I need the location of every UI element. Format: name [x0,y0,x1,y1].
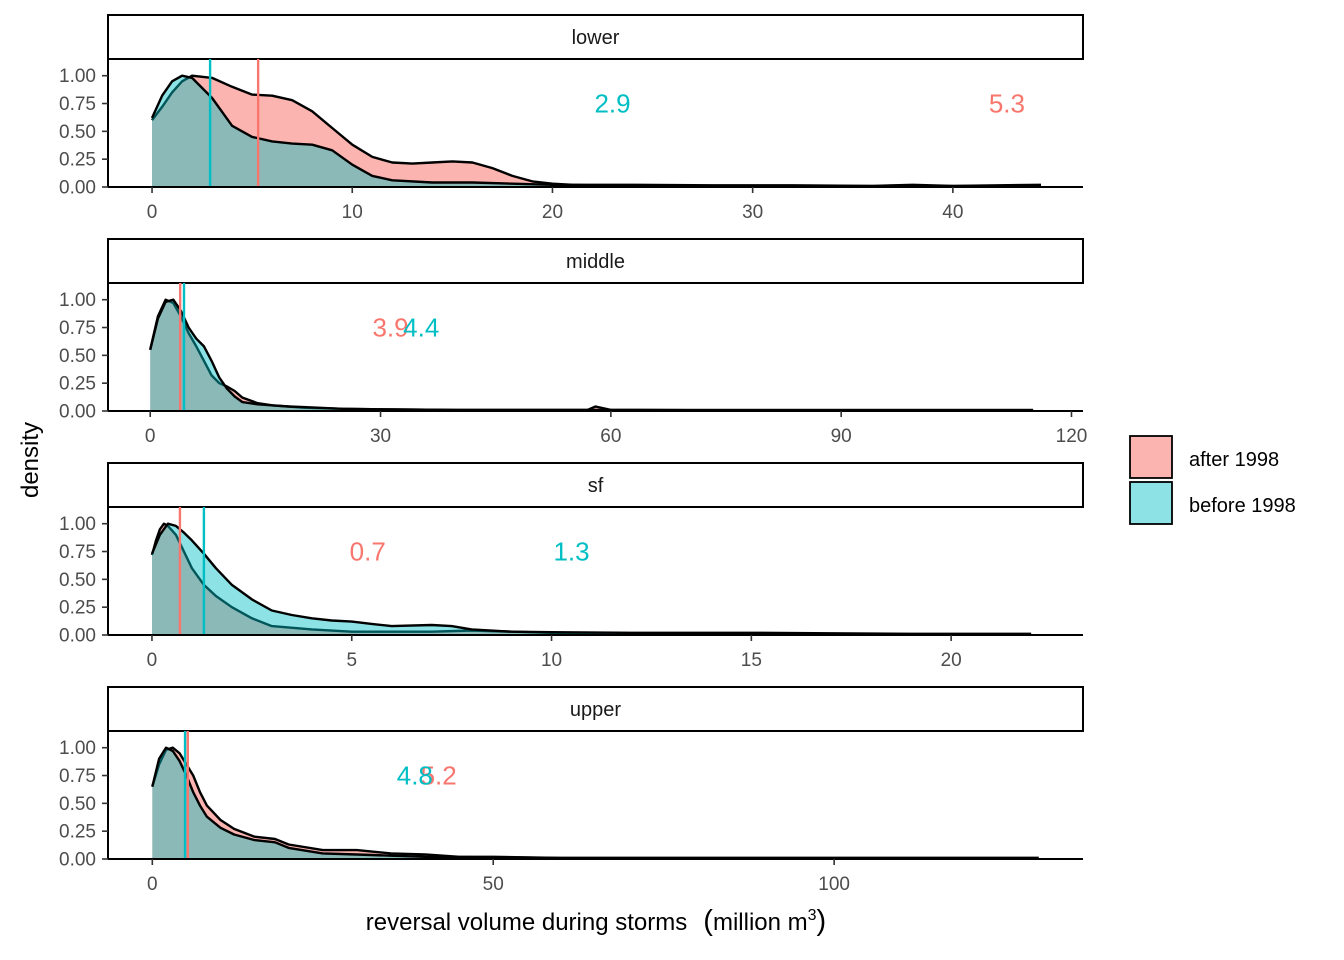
y-tick-label-upper: 0.50 [59,794,96,815]
legend-key-before-1998 [1129,481,1173,525]
y-tick-label-lower: 0.75 [59,94,96,115]
x-tick-label-lower: 10 [342,202,363,223]
density-area-before-1998-lower [152,75,1041,187]
strip-label-upper: upper [570,699,621,721]
x-tick-label-sf: 0 [147,650,158,671]
facet-panel-lower: lower 5.3 2.9 0.00 0.25 0.50 0.75 1.00 0 10 20 30 40 [59,14,1084,223]
y-tick-label-upper: 0.75 [59,766,96,787]
y-axis-title: density [17,422,44,498]
strip-sf [107,462,1084,508]
density-line-after-1998-middle [149,298,1034,412]
density-area-before-1998-sf [152,523,1032,635]
y-tick-label-sf: 1.00 [59,514,96,535]
x-axis-unit: million m [713,909,808,936]
x-tick-label-sf: 15 [741,650,762,671]
x-tick-label-middle: 120 [1056,426,1088,447]
y-tick-label-middle: 0.50 [59,346,96,367]
median-label-before-1998-sf: 1.3 [553,537,589,567]
median-label-before-1998-lower: 2.9 [594,89,630,119]
x-axis-unit-superscript: 3 [808,907,817,924]
y-tick-label-sf: 0.00 [59,626,96,647]
y-tick-label-lower: 0.25 [59,150,96,171]
density-area-after-1998-lower [152,75,1041,187]
x-tick-label-middle: 90 [831,426,852,447]
median-label-after-1998-upper: 5.2 [421,761,457,791]
median-label-after-1998-sf: 0.7 [350,537,386,567]
x-tick-label-middle: 60 [600,426,621,447]
x-axis-title-main: reversal volume during storms [366,909,687,936]
y-tick-label-sf: 0.75 [59,542,96,563]
median-label-after-1998-middle: 3.9 [372,313,408,343]
density-line-before-1998-lower [150,74,1042,188]
x-tick-label-lower: 30 [742,202,763,223]
density-line-after-1998-upper [151,746,1039,860]
y-tick-label-sf: 0.50 [59,570,96,591]
legend-label-before-1998: before 1998 [1189,495,1296,517]
density-line-before-1998-sf [150,522,1032,636]
y-tick-label-middle: 0.25 [59,374,96,395]
y-tick-label-upper: 1.00 [59,738,96,759]
x-tick-label-upper: 50 [483,874,504,895]
x-tick-label-upper: 100 [818,874,850,895]
y-tick-label-middle: 0.75 [59,318,96,339]
strip-label-lower: lower [572,27,620,49]
y-tick-label-upper: 0.00 [59,850,96,871]
x-tick-label-lower: 0 [147,202,158,223]
strip-label-sf: sf [588,475,604,497]
legend: after 1998 before 1998 [1129,435,1296,525]
density-line-before-1998-upper [151,746,1039,860]
x-axis-paren-close: ) [817,905,827,937]
strip-upper [107,686,1084,732]
facet-panel-upper: upper 5.24.8 0.00 0.25 0.50 0.75 1.00 0 50 100 [59,686,1084,895]
x-tick-label-lower: 20 [542,202,563,223]
legend-label-after-1998: after 1998 [1189,449,1279,471]
x-tick-label-upper: 0 [147,874,158,895]
x-axis-paren-open: ( [695,905,713,937]
median-label-after-1998-lower: 5.3 [989,89,1025,119]
density-area-before-1998-upper [152,747,1039,859]
x-tick-label-sf: 20 [941,650,962,671]
legend-key-after-1998 [1129,435,1173,479]
x-tick-label-middle: 0 [145,426,156,447]
y-tick-label-lower: 1.00 [59,66,96,87]
y-tick-label-sf: 0.25 [59,598,96,619]
density-area-after-1998-middle [150,299,1034,411]
density-line-before-1998-middle [149,298,1034,412]
y-tick-label-middle: 0.00 [59,402,96,423]
median-label-before-1998-middle: 4.4 [403,313,439,343]
facet-panel-middle: middle 3.94.4 0.00 0.25 0.50 0.75 1.00 0 30 60 90 1… [59,238,1088,447]
strip-label-middle: middle [566,251,625,273]
x-tick-label-lower: 40 [942,202,963,223]
x-tick-label-sf: 5 [346,650,357,671]
strip-middle [107,238,1084,284]
x-tick-label-middle: 30 [370,426,391,447]
y-tick-label-lower: 0.50 [59,122,96,143]
facet-panel-sf: sf 0.7 1.3 0.00 0.25 0.50 0.75 1.00 0 5 10 15 20 [59,462,1084,671]
x-tick-label-sf: 10 [541,650,562,671]
y-tick-label-upper: 0.25 [59,822,96,843]
strip-lower [107,14,1084,60]
y-tick-label-middle: 1.00 [59,290,96,311]
density-area-after-1998-sf [152,523,1032,635]
density-area-before-1998-middle [150,299,1034,411]
density-area-after-1998-upper [152,747,1039,859]
y-tick-label-lower: 0.00 [59,178,96,199]
x-axis-title: reversal volume during storms (million m… [366,905,826,937]
median-label-before-1998-upper: 4.8 [397,761,433,791]
